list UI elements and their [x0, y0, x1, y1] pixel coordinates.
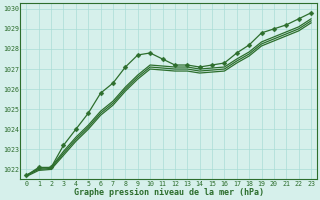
X-axis label: Graphe pression niveau de la mer (hPa): Graphe pression niveau de la mer (hPa)	[74, 188, 264, 197]
